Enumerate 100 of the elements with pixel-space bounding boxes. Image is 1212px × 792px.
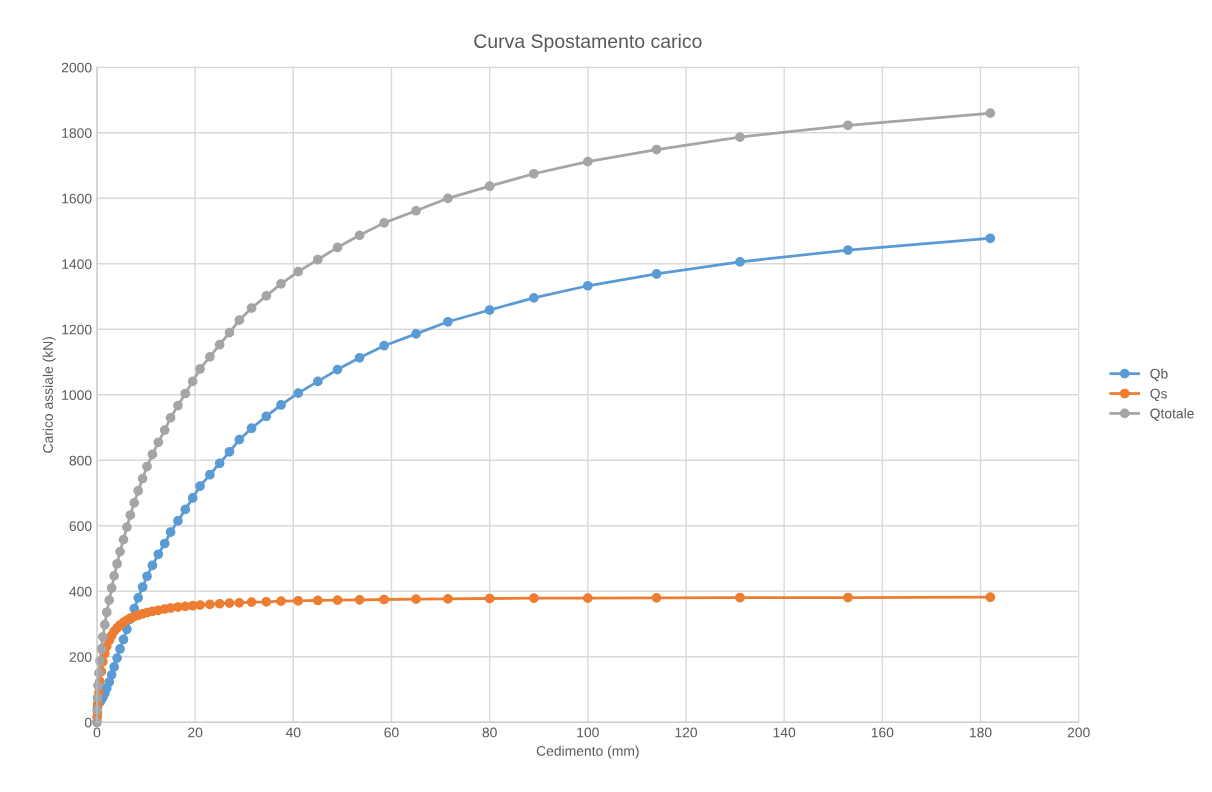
legend-label: Qb xyxy=(1150,368,1168,382)
point xyxy=(985,233,996,244)
point xyxy=(843,245,853,255)
point xyxy=(354,594,365,605)
point xyxy=(165,527,176,537)
point xyxy=(234,315,245,326)
point xyxy=(159,425,170,436)
point xyxy=(651,144,662,155)
point xyxy=(112,653,122,663)
point xyxy=(735,256,745,267)
point xyxy=(354,352,365,363)
chart-title: Curva Spostamento carico xyxy=(474,33,702,52)
x-tick-label: 60 xyxy=(384,727,399,738)
y-tick-label: 1000 xyxy=(62,390,92,400)
point xyxy=(332,364,343,375)
legend-label: Qs xyxy=(1150,388,1167,402)
y-tick-label: 400 xyxy=(69,586,92,597)
y-tick-label: 1600 xyxy=(62,193,92,204)
point xyxy=(651,592,662,603)
point xyxy=(246,303,257,313)
x-tick-label: 80 xyxy=(482,727,497,738)
point xyxy=(443,193,453,204)
point xyxy=(101,607,112,618)
point xyxy=(142,571,152,582)
point xyxy=(246,597,257,607)
point xyxy=(843,120,853,131)
point xyxy=(224,327,235,338)
point xyxy=(651,269,662,279)
point xyxy=(411,205,421,216)
x-tick-label: 200 xyxy=(1067,727,1090,738)
point xyxy=(195,481,205,492)
point xyxy=(276,278,286,289)
point xyxy=(204,599,215,610)
x-tick-label: 120 xyxy=(675,727,698,738)
point xyxy=(484,181,495,192)
point xyxy=(173,516,183,526)
point xyxy=(115,644,125,654)
point xyxy=(187,493,198,503)
point xyxy=(104,595,115,606)
point xyxy=(843,592,853,603)
point xyxy=(293,388,304,399)
y-tick-label: 600 xyxy=(69,521,92,531)
x-tick-label: 40 xyxy=(285,727,301,738)
point xyxy=(312,595,323,606)
point xyxy=(129,498,140,508)
point xyxy=(118,634,129,645)
point xyxy=(443,316,453,327)
point xyxy=(484,593,495,604)
x-axis-title: Cedimento (mm) xyxy=(536,745,639,759)
point xyxy=(582,280,593,291)
x-tick-label: 100 xyxy=(577,727,599,738)
point xyxy=(109,571,120,581)
point xyxy=(173,400,183,411)
point xyxy=(195,600,205,610)
point xyxy=(332,242,343,253)
point xyxy=(153,549,164,560)
point xyxy=(214,339,225,350)
y-tick-label: 800 xyxy=(69,455,92,466)
point xyxy=(214,458,225,469)
x-tick-label: 20 xyxy=(188,727,203,738)
point xyxy=(97,631,108,642)
point xyxy=(115,546,125,557)
point xyxy=(234,434,245,445)
x-tick-label: 0 xyxy=(93,727,101,738)
point xyxy=(276,400,286,410)
point xyxy=(582,156,593,167)
point xyxy=(106,583,117,593)
point xyxy=(354,230,365,241)
point xyxy=(180,504,191,515)
point xyxy=(118,534,129,545)
point xyxy=(582,593,593,604)
point xyxy=(96,644,107,654)
point xyxy=(133,485,144,496)
x-tick-label: 180 xyxy=(969,727,992,738)
y-tick-label: 1200 xyxy=(62,324,92,335)
point xyxy=(122,522,132,532)
point xyxy=(204,469,215,480)
y-tick-label: 200 xyxy=(69,652,92,662)
legend-label: Qtotale xyxy=(1150,408,1194,421)
point xyxy=(261,411,272,422)
point xyxy=(735,132,745,142)
x-tick-label: 160 xyxy=(871,727,894,738)
point xyxy=(332,595,343,606)
point xyxy=(985,592,996,603)
point xyxy=(147,560,158,571)
point xyxy=(312,376,323,387)
point xyxy=(261,596,272,607)
point xyxy=(261,291,272,301)
y-tick-label: 2000 xyxy=(61,62,92,73)
point xyxy=(276,596,286,606)
point xyxy=(443,593,453,604)
y-tick-label: 1400 xyxy=(62,259,92,269)
point xyxy=(484,305,495,315)
point xyxy=(214,598,225,609)
y-tick-label: 0 xyxy=(84,717,92,728)
point xyxy=(195,364,205,374)
point xyxy=(165,412,176,423)
point xyxy=(246,423,257,434)
point xyxy=(142,461,152,472)
point xyxy=(985,108,996,119)
